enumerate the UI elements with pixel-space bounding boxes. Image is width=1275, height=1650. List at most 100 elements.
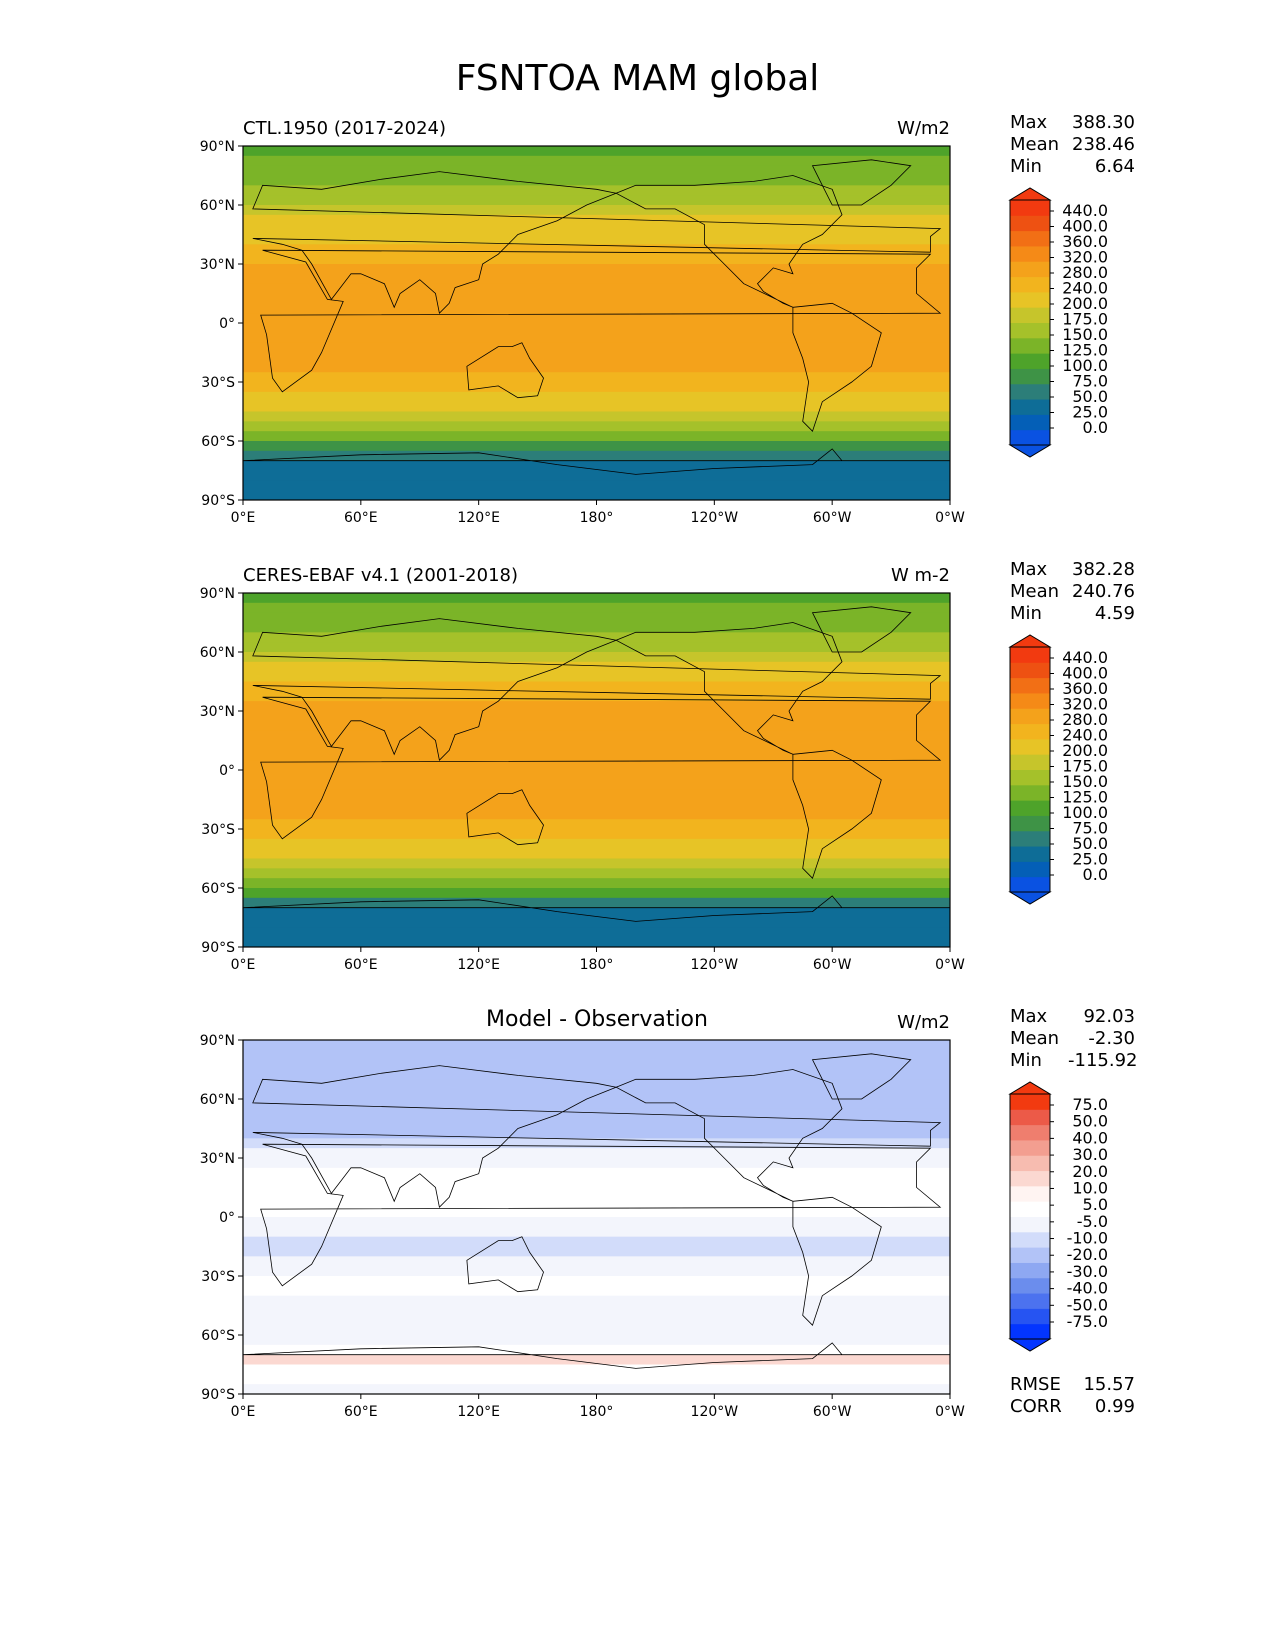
y-tick-label: 0° — [219, 763, 235, 779]
zonal-band — [243, 760, 950, 771]
colorbar-label: -10.0 — [1067, 1229, 1108, 1248]
zonal-band — [243, 372, 950, 383]
colorbar-label: 75.0 — [1072, 372, 1108, 391]
zonal-band — [243, 612, 950, 624]
colorbar-swatch — [1010, 245, 1050, 262]
x-tick-label: 180° — [580, 1404, 614, 1420]
australia-outline — [466, 342, 544, 399]
colorbar-swatch — [1010, 677, 1050, 694]
colorbar-swatch — [1010, 830, 1050, 847]
zonal-band — [243, 1197, 950, 1208]
zonal-band — [243, 313, 950, 324]
zonal-band — [243, 303, 950, 314]
colorbar-swatch — [1010, 291, 1050, 308]
greenland-outline — [811, 1053, 912, 1100]
africa-outline — [260, 696, 942, 840]
y-tick-label: 0° — [219, 1210, 235, 1226]
zonal-band — [243, 1236, 950, 1248]
zonal-band — [243, 1344, 950, 1356]
y-tick-label: 90°S — [201, 940, 235, 956]
y-tick-label: 90°N — [200, 139, 235, 155]
colorbar-swatch — [1010, 784, 1050, 801]
zonal-band — [243, 480, 950, 491]
x-tick-label: 60°E — [344, 510, 378, 526]
colorbar-label: 200.0 — [1062, 294, 1108, 313]
colorbar-extend-max — [1008, 1081, 1052, 1095]
zonal-band — [243, 1177, 950, 1189]
panel2-stats: Max 382.28 Mean 240.76 Min 4.59 — [1010, 559, 1135, 624]
colorbar-frame — [1009, 646, 1051, 893]
colorbar-swatch — [1010, 662, 1050, 679]
greenland-outline — [811, 606, 912, 653]
zonal-band — [243, 1217, 950, 1228]
x-tick-label: 0°W — [935, 510, 965, 526]
x-tick-label: 120°E — [457, 510, 500, 526]
y-tick-label: 60°S — [201, 434, 235, 450]
zonal-band — [243, 205, 950, 216]
colorbar-swatch — [1010, 200, 1050, 216]
zonal-band — [243, 1148, 950, 1159]
zonal-band — [243, 888, 950, 899]
zonal-band — [243, 1069, 950, 1080]
colorbar-swatch — [1010, 1231, 1050, 1248]
colorbar-label: 400.0 — [1062, 217, 1108, 236]
colorbar-label: -5.0 — [1077, 1212, 1108, 1231]
zonal-band — [243, 671, 950, 683]
y-tick-label: 60°N — [200, 198, 235, 214]
zonal-band — [243, 927, 950, 938]
zonal-band — [243, 1226, 950, 1238]
colorbar-swatch — [1010, 1094, 1050, 1110]
colorbar-swatch — [1010, 1262, 1050, 1279]
x-tick-label: 60°E — [344, 957, 378, 973]
zonal-band — [243, 897, 950, 909]
colorbar-label: -40.0 — [1067, 1279, 1108, 1298]
y-tick-label: 90°S — [201, 1387, 235, 1403]
colorbar-diff: 75.050.040.030.020.010.05.0-5.0-10.0-20.… — [1008, 1081, 1108, 1352]
y-tick-label: 90°S — [201, 493, 235, 509]
colorbar-swatch — [1010, 322, 1050, 339]
zonal-band — [243, 1187, 950, 1198]
colorbar-label: 240.0 — [1062, 726, 1108, 745]
colorbar-label: 280.0 — [1062, 263, 1108, 282]
colorbar-label: -30.0 — [1067, 1262, 1108, 1281]
colorbar-swatch — [1010, 876, 1050, 893]
zonal-band — [243, 323, 950, 334]
colorbar-frame — [1009, 199, 1051, 446]
zonal-band — [243, 661, 950, 673]
zonal-band — [243, 401, 950, 413]
africa-outline — [260, 249, 942, 393]
x-tick-label: 120°W — [691, 1404, 739, 1420]
x-tick-label: 0°E — [231, 1404, 256, 1420]
zonal-band — [243, 283, 950, 295]
eurasia-outline — [252, 618, 942, 762]
colorbar-swatch — [1010, 754, 1050, 770]
zonal-band — [243, 632, 950, 643]
colorbar-swatch — [1010, 307, 1050, 323]
colorbar-swatch — [1010, 647, 1050, 663]
colorbar-label: -75.0 — [1067, 1312, 1108, 1331]
x-tick-label: 60°W — [813, 957, 852, 973]
panel3-title: Model - Observation — [486, 1007, 708, 1032]
north-america-outline — [615, 175, 843, 308]
zonal-band — [243, 421, 950, 432]
colorbar-label: 25.0 — [1072, 403, 1108, 422]
colorbar-label: 400.0 — [1062, 664, 1108, 683]
eurasia-outline — [252, 1065, 942, 1209]
colorbar-swatch — [1010, 1293, 1050, 1309]
zonal-band — [243, 1089, 950, 1100]
colorbar-swatch — [1010, 1109, 1050, 1126]
colorbar-label: 50.0 — [1072, 834, 1108, 853]
zonal-band — [243, 848, 950, 860]
colorbar-label: 50.0 — [1072, 387, 1108, 406]
colorbar-swatch — [1010, 1308, 1050, 1325]
colorbar-swatch — [1010, 429, 1050, 446]
colorbar-swatch — [1010, 1155, 1050, 1172]
zonal-band — [243, 382, 950, 393]
zonal-band — [243, 868, 950, 879]
colorbar-label: 20.0 — [1072, 1162, 1108, 1181]
y-tick-label: 30°N — [200, 704, 235, 720]
colorbar-extend-min — [1008, 891, 1052, 905]
zonal-band — [243, 1079, 950, 1090]
map-panel-obs: 0°E 60°E 120°E 180° 120°W 60°W 0°W 90°N 60°N 30°N… — [200, 586, 965, 973]
colorbar-label: -20.0 — [1067, 1245, 1108, 1264]
